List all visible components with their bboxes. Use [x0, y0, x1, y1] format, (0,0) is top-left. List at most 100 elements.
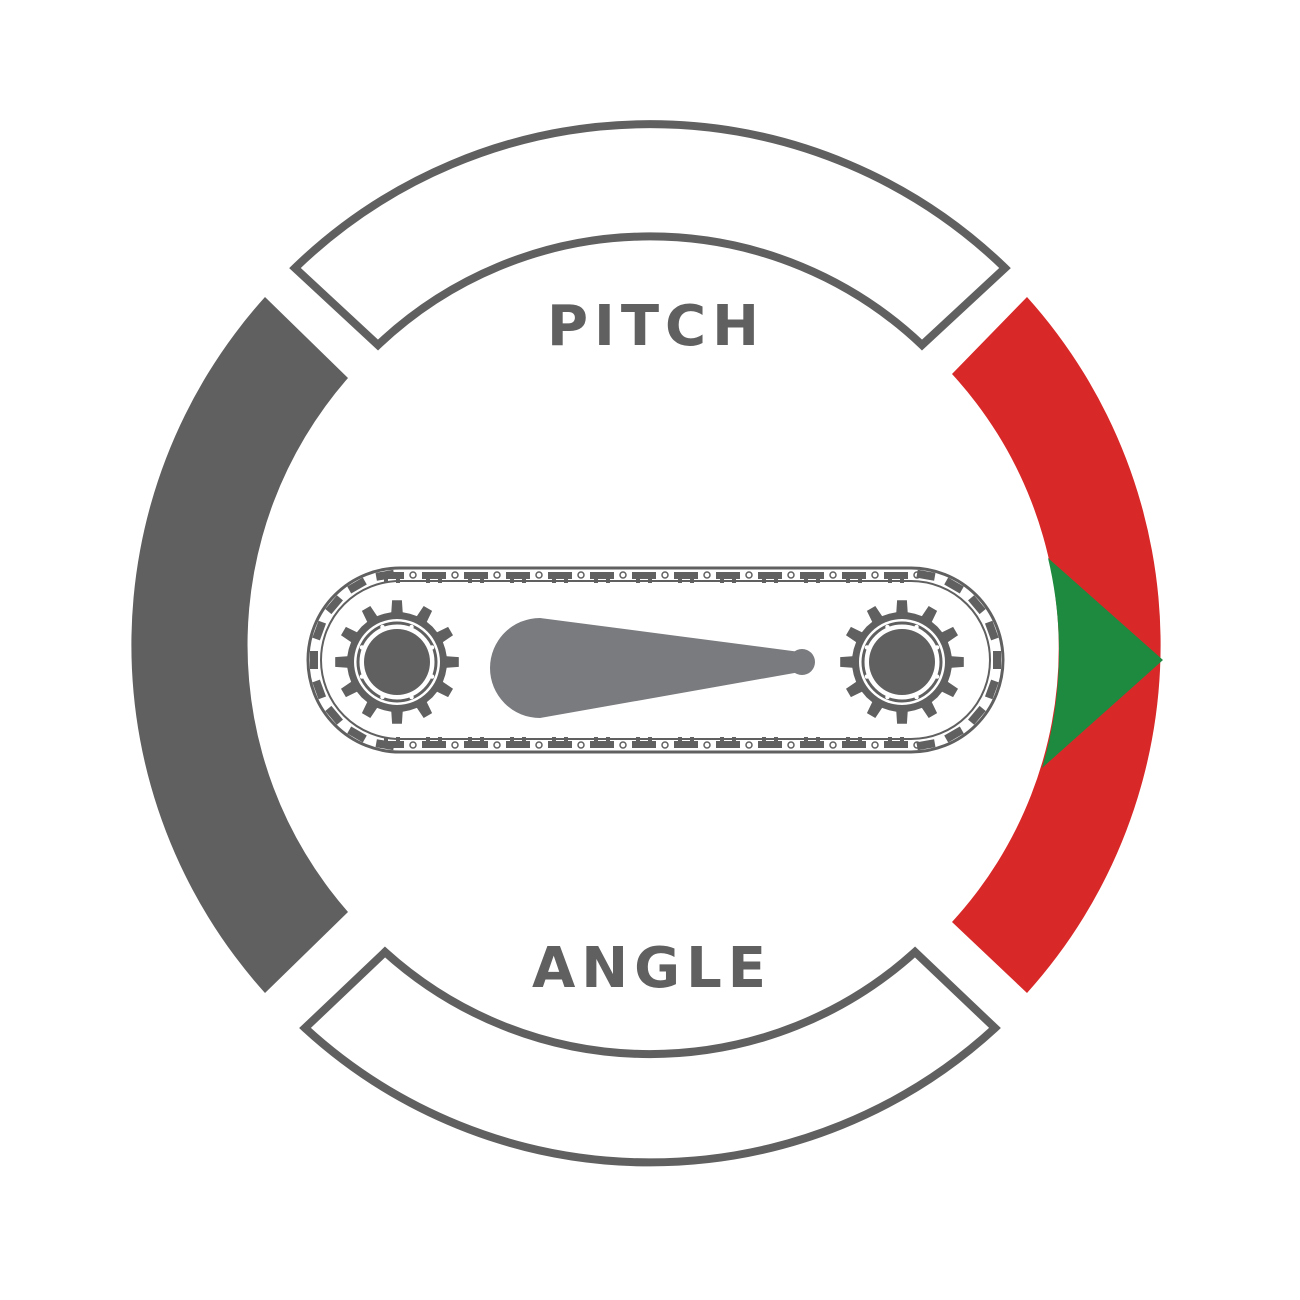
- pointer-tip: [789, 649, 815, 675]
- track-pin: [703, 741, 711, 749]
- sprocket-bolt: [359, 674, 365, 679]
- sprocket-bolt: [885, 694, 890, 700]
- track-link: [590, 572, 614, 583]
- track-link: [632, 737, 656, 748]
- sprocket-hub: [364, 629, 430, 695]
- track-link: [993, 651, 1001, 669]
- sprocket-bolt: [864, 674, 870, 679]
- track-link: [716, 572, 740, 583]
- track-link: [968, 595, 986, 615]
- track-pin: [787, 571, 795, 579]
- track-link: [632, 572, 656, 583]
- track-pin: [409, 571, 417, 579]
- track-pin: [451, 741, 459, 749]
- track-link: [375, 739, 395, 751]
- track-link: [464, 737, 488, 748]
- track-pin: [829, 741, 837, 749]
- sprocket-bolt: [934, 645, 940, 650]
- track-link: [800, 737, 824, 748]
- track-outer-outline: [306, 566, 1005, 754]
- sprocket-bolt: [429, 645, 435, 650]
- track-link: [422, 737, 446, 748]
- sprocket-bolt: [380, 694, 385, 700]
- track-link: [884, 572, 908, 583]
- track-pin: [577, 741, 585, 749]
- track-link: [464, 572, 488, 583]
- bottom-ring-segment: [299, 946, 1001, 1167]
- track-link: [548, 572, 572, 583]
- left-sprocket-icon: [335, 600, 459, 724]
- track-link: [674, 572, 698, 583]
- track-pin: [871, 741, 879, 749]
- track-link: [375, 569, 395, 581]
- track-link: [984, 620, 999, 641]
- track-links: [310, 569, 1001, 751]
- track-pin: [493, 571, 501, 579]
- track-link: [310, 651, 318, 669]
- track-link: [674, 737, 698, 748]
- sprocket-bolt: [380, 624, 385, 630]
- left-ring-segment: [131, 297, 348, 993]
- sprocket-bolt: [864, 645, 870, 650]
- right-sprocket-icon: [840, 600, 964, 724]
- sprocket-bolt: [914, 624, 919, 630]
- track-pin: [661, 571, 669, 579]
- track-link: [325, 595, 343, 615]
- track-link: [758, 572, 782, 583]
- track-pin: [535, 741, 543, 749]
- track-link: [842, 572, 866, 583]
- track-link: [506, 572, 530, 583]
- track-pin: [619, 741, 627, 749]
- track-pin: [535, 571, 543, 579]
- track-pin: [577, 571, 585, 579]
- track-pin: [493, 741, 501, 749]
- sprocket-bolt: [359, 645, 365, 650]
- track-link: [590, 737, 614, 748]
- sprocket-bolt: [409, 694, 414, 700]
- track-link: [347, 577, 367, 594]
- track-link: [842, 737, 866, 748]
- crawler-track-icon: [306, 566, 1005, 754]
- sprocket-ring: [861, 621, 943, 703]
- track-link: [944, 726, 964, 743]
- track-link: [347, 726, 367, 743]
- sprocket-bolt: [934, 674, 940, 679]
- sprocket-bolt: [429, 674, 435, 679]
- sprocket-bolt: [885, 624, 890, 630]
- track-pin: [409, 741, 417, 749]
- track-inner-outline: [320, 580, 991, 740]
- track-pin: [871, 571, 879, 579]
- pitch-label: PITCH: [547, 294, 765, 359]
- pointer-body: [490, 618, 800, 718]
- track-link: [968, 705, 986, 725]
- track-link: [758, 737, 782, 748]
- track-link: [884, 737, 908, 748]
- track-pin: [451, 571, 459, 579]
- pitch-pointer-icon: [490, 618, 815, 718]
- track-link: [325, 705, 343, 725]
- track-link: [800, 572, 824, 583]
- track-link: [916, 569, 936, 581]
- track-pin: [745, 741, 753, 749]
- sprocket-ring: [356, 621, 438, 703]
- sprocket-bolt: [409, 624, 414, 630]
- track-pin: [745, 571, 753, 579]
- track-pin: [703, 571, 711, 579]
- track-link: [312, 620, 327, 641]
- sprocket-hub: [869, 629, 935, 695]
- track-pin: [787, 741, 795, 749]
- track-link: [422, 572, 446, 583]
- right-ring-segment: [952, 297, 1161, 993]
- track-link: [506, 737, 530, 748]
- sprocket-bolt: [914, 694, 919, 700]
- indicator-triangle-icon: [1042, 558, 1163, 768]
- track-link: [548, 737, 572, 748]
- track-link: [984, 679, 999, 700]
- track-link: [916, 739, 936, 751]
- angle-label: ANGLE: [532, 936, 772, 1001]
- track-link: [716, 737, 740, 748]
- track-link: [944, 577, 964, 594]
- track-pin: [661, 741, 669, 749]
- track-link: [312, 679, 327, 700]
